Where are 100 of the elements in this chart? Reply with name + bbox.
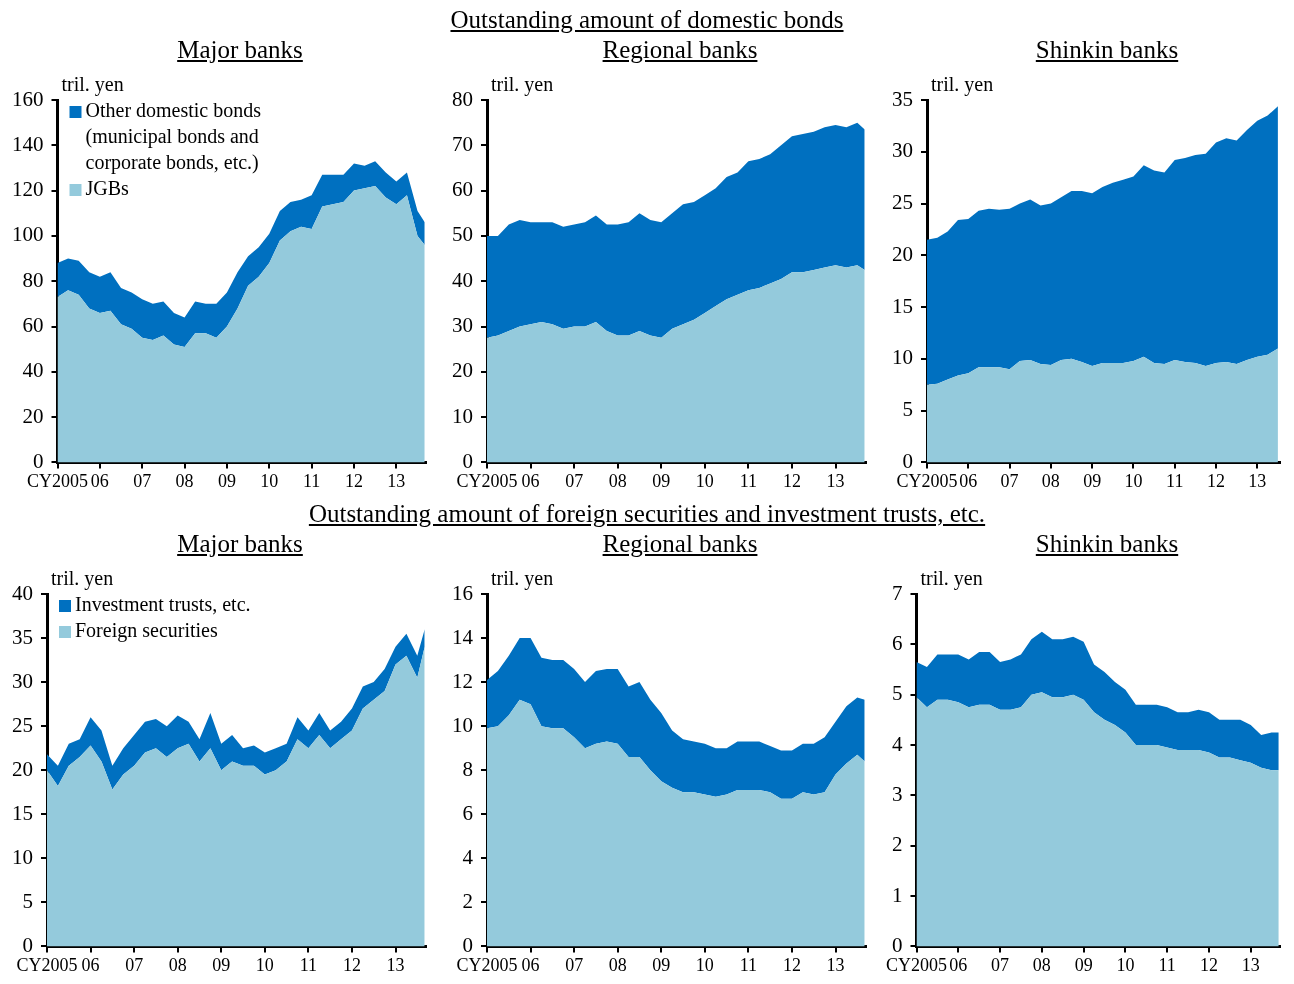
y-tick-label: 60 <box>22 313 44 338</box>
y-tick-label: 40 <box>22 358 44 383</box>
y-tick-label: 50 <box>452 222 473 247</box>
chart-title: Regional banks <box>602 36 758 63</box>
legend-label: Foreign securities <box>75 619 218 643</box>
y-tick-label: 20 <box>22 403 44 428</box>
chart-title: Regional banks <box>602 530 758 557</box>
x-tick-label: 07 <box>125 954 144 975</box>
x-tick-label: CY2005 <box>26 470 89 491</box>
y-tick-label: 20 <box>12 756 33 781</box>
y-tick-label: 0 <box>462 448 473 473</box>
y-tick-label: 10 <box>892 345 913 370</box>
x-tick-label: 13 <box>387 470 406 491</box>
x-tick-label: 10 <box>255 954 274 975</box>
chart-title: Shinkin banks <box>1035 530 1179 557</box>
x-tick-label: 08 <box>608 954 627 975</box>
x-tick-label: 06 <box>949 954 968 975</box>
y-tick-label: 4 <box>892 731 903 756</box>
x-tick-label: 06 <box>521 470 540 491</box>
x-tick-label: 10 <box>695 470 714 491</box>
y-tick-label: 5 <box>22 888 33 913</box>
x-tick-label: 08 <box>175 470 194 491</box>
x-tick-label: 09 <box>212 954 231 975</box>
x-tick-label: 08 <box>1041 470 1060 491</box>
y-tick-label: 10 <box>12 844 33 869</box>
y-tick-label: 30 <box>452 313 473 338</box>
x-tick-label: 08 <box>1032 954 1051 975</box>
chart-title: Major banks <box>177 36 303 63</box>
x-tick-label: 13 <box>826 470 845 491</box>
x-tick-label: CY2005 <box>896 470 958 491</box>
y-tick-label: 0 <box>902 448 913 473</box>
chart-subtitle: Outstanding amount of domestic bonds <box>450 6 844 33</box>
x-tick-label: CY2005 <box>456 954 518 975</box>
y-axis-title: tril. yen <box>61 73 124 97</box>
chart-subtitle: Outstanding amount of foreign securities and investment trusts, etc. <box>308 500 986 527</box>
x-tick-label: CY2005 <box>16 954 78 975</box>
x-tick-label: 12 <box>342 954 361 975</box>
y-axis-title: tril. yen <box>491 567 554 591</box>
y-tick-label: 16 <box>452 580 473 605</box>
x-tick-label: 12 <box>782 470 801 491</box>
legend-label: JGBs <box>85 177 130 200</box>
y-tick-label: 4 <box>462 844 474 869</box>
x-tick-label: 11 <box>739 470 758 491</box>
x-tick-label: 07 <box>991 954 1010 975</box>
y-tick-label: 1 <box>892 882 903 907</box>
y-axis-title: tril. yen <box>920 567 983 591</box>
x-tick-label: 07 <box>565 954 584 975</box>
y-tick-label: 40 <box>12 580 33 605</box>
y-tick-label: 30 <box>12 668 33 693</box>
legend-label: Other domestic bonds (municipal bonds and corporate bonds, etc.) <box>85 99 262 175</box>
y-tick-label: 10 <box>452 712 473 737</box>
y-tick-label: 60 <box>452 177 473 202</box>
y-tick-label: 25 <box>12 712 33 737</box>
y-tick-label: 35 <box>12 624 33 649</box>
y-tick-label: 2 <box>892 832 903 857</box>
y-tick-label: 20 <box>892 241 913 266</box>
y-tick-label: 40 <box>452 267 473 292</box>
x-tick-label: CY2005 <box>456 470 518 491</box>
y-tick-label: 6 <box>892 630 903 655</box>
x-tick-label: 10 <box>695 954 714 975</box>
x-tick-label: 07 <box>565 470 584 491</box>
x-tick-label: 09 <box>217 470 236 491</box>
y-tick-label: 0 <box>22 932 33 957</box>
x-tick-label: 08 <box>168 954 187 975</box>
y-tick-label: 0 <box>33 448 44 473</box>
y-tick-label: 0 <box>462 932 473 957</box>
x-tick-label: 10 <box>1124 470 1143 491</box>
x-tick-label: 13 <box>386 954 405 975</box>
y-tick-label: 0 <box>892 932 903 957</box>
y-tick-label: 120 <box>12 177 44 202</box>
y-tick-label: 20 <box>452 358 473 383</box>
x-tick-label: 06 <box>959 470 978 491</box>
legend-label: Investment trusts, etc. <box>75 593 251 616</box>
y-tick-label: 15 <box>892 293 913 318</box>
x-tick-label: 11 <box>1166 470 1184 491</box>
y-tick-label: 15 <box>12 800 33 825</box>
y-tick-label: 140 <box>12 131 44 156</box>
x-tick-label: 13 <box>826 954 845 975</box>
x-tick-label: 11 <box>739 954 758 975</box>
y-tick-label: 14 <box>452 624 474 649</box>
y-tick-label: 80 <box>22 267 44 292</box>
y-tick-label: 80 <box>452 86 473 111</box>
y-tick-label: 5 <box>892 681 903 706</box>
x-tick-label: 09 <box>652 954 671 975</box>
x-tick-label: CY2005 <box>885 954 948 975</box>
x-tick-label: 10 <box>260 470 279 491</box>
x-tick-label: 06 <box>521 954 540 975</box>
y-tick-label: 8 <box>462 756 473 781</box>
x-tick-label: 06 <box>90 470 109 491</box>
y-tick-label: 6 <box>462 800 473 825</box>
x-tick-label: 08 <box>608 470 627 491</box>
x-tick-label: 13 <box>1248 470 1267 491</box>
y-tick-label: 3 <box>892 781 903 806</box>
x-tick-label: 07 <box>1000 470 1019 491</box>
y-tick-label: 30 <box>892 138 913 163</box>
y-tick-label: 160 <box>12 86 44 111</box>
y-tick-label: 5 <box>902 397 913 422</box>
y-tick-label: 7 <box>892 580 903 605</box>
x-tick-label: 11 <box>1158 954 1176 975</box>
y-axis-title: tril. yen <box>491 73 554 97</box>
